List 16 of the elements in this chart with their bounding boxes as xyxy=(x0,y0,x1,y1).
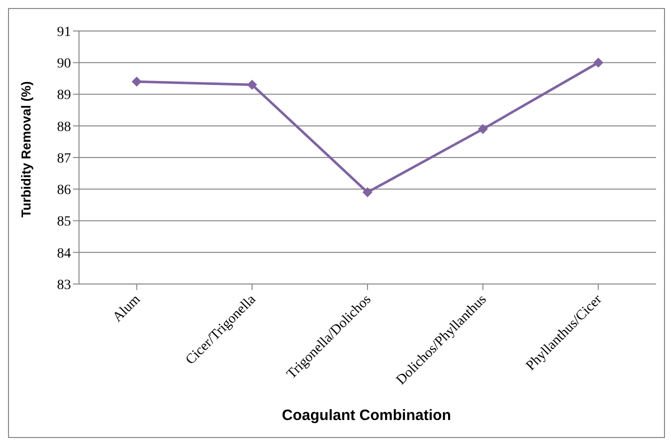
y-tick-label: 86 xyxy=(57,183,71,198)
y-axis-title: Turbidity Removal (%) xyxy=(18,81,34,218)
point xyxy=(132,76,142,87)
y-tick-label: 90 xyxy=(57,56,71,72)
point xyxy=(593,58,604,68)
point xyxy=(478,124,488,134)
y-tick-label: 87 xyxy=(57,151,71,166)
point xyxy=(362,187,372,198)
y-tick-label: 84 xyxy=(57,246,71,262)
y-tick-label: 83 xyxy=(57,278,71,293)
y-tick-label: 89 xyxy=(57,88,71,104)
y-tick-label: 91 xyxy=(57,24,71,40)
point xyxy=(247,80,258,90)
y-tick-label: 88 xyxy=(57,120,71,135)
x-axis-title: Coagulant Combination xyxy=(280,407,452,424)
y-tick-label: 85 xyxy=(57,214,71,230)
